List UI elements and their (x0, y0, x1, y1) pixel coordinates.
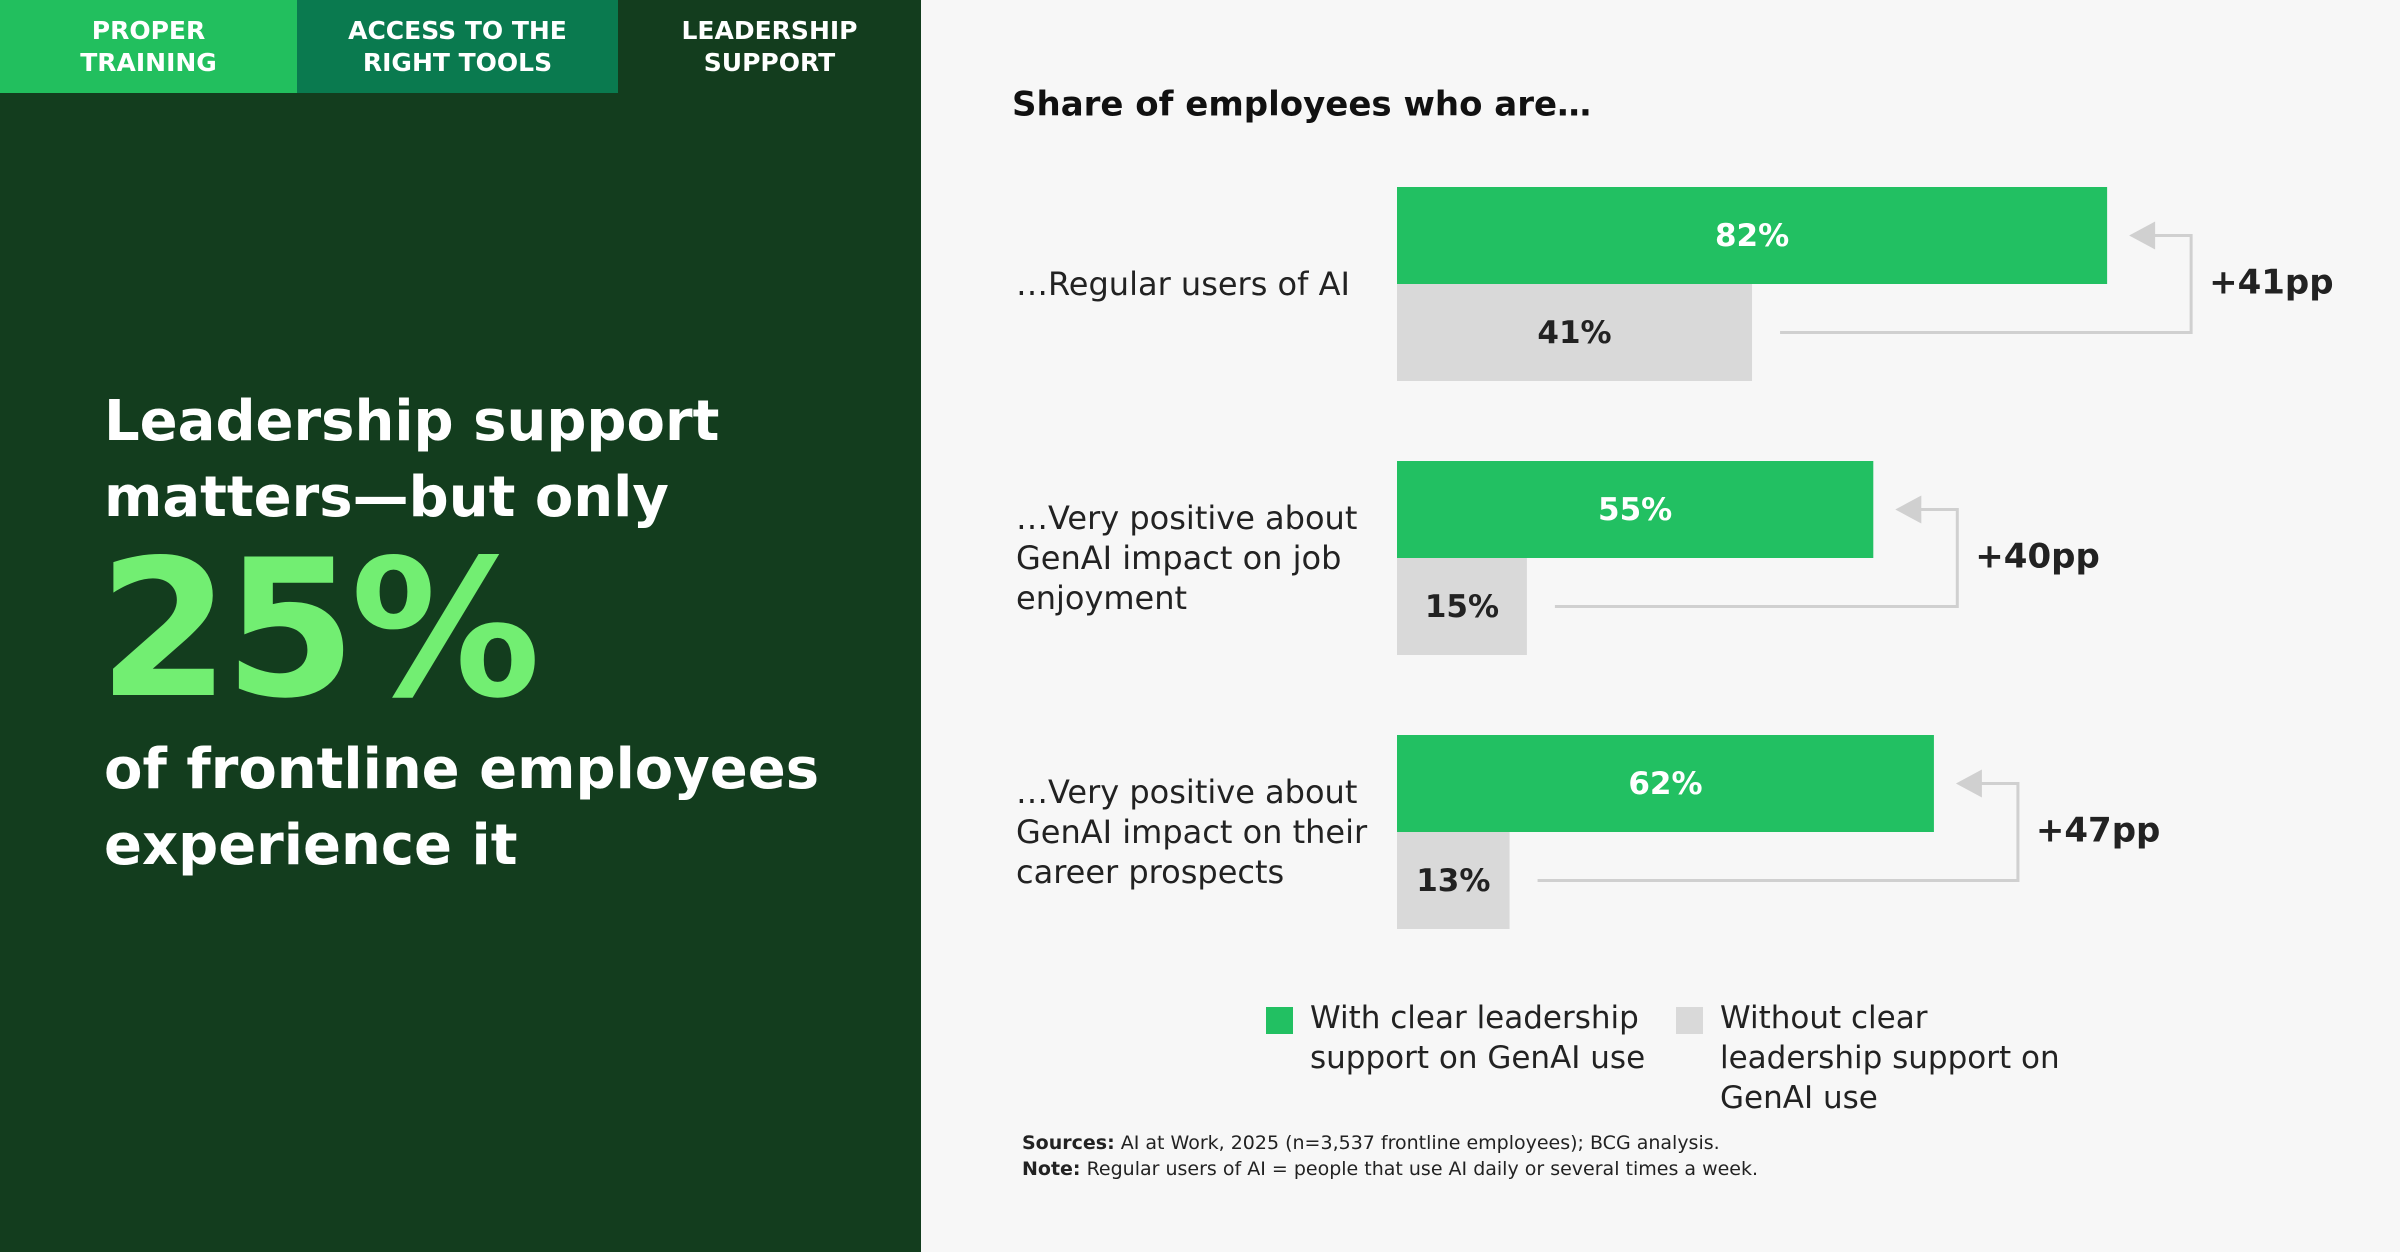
tab-label: PROPER (91, 15, 206, 45)
bar (1397, 735, 1934, 832)
footnote: Note: Regular users of AI = people that … (1022, 1158, 1758, 1180)
legend-swatch (1676, 1007, 1703, 1034)
value-label: 13% (1416, 863, 1490, 899)
category-label: …Very positive about GenAI impact on the… (1016, 773, 1368, 891)
chart-title: Share of employees who are… (1012, 85, 1591, 125)
footnote-label: Sources: (1022, 1132, 1115, 1154)
tab-label: SUPPORT (703, 47, 836, 77)
value-label: 41% (1537, 315, 1611, 351)
footnote-text: AI at Work, 2025 (n=3,537 frontline empl… (1120, 1132, 1720, 1154)
category-label: …Regular users of AI (1016, 265, 1350, 303)
bracket (1780, 234, 2193, 334)
tab-label: ACCESS TO THE (348, 15, 567, 45)
difference-label: +41pp (2209, 263, 2333, 303)
bar (1397, 284, 1753, 381)
tab[interactable]: LEADERSHIP SUPPORT (618, 0, 921, 93)
tab-label: TRAINING (80, 47, 217, 77)
bar (1397, 558, 1527, 655)
arrow-head (1895, 495, 1922, 524)
bar (1397, 187, 2108, 284)
headline: experience it (104, 813, 518, 878)
legend-label: Without clear leadership support on GenA… (1720, 1000, 2060, 1116)
headline: matters—but only (104, 465, 669, 530)
bracket (1537, 782, 2020, 882)
value-label: 15% (1425, 589, 1499, 625)
headline: of frontline employees (104, 737, 820, 802)
legend-swatch (1266, 1007, 1293, 1034)
tab-label: LEADERSHIP (681, 15, 858, 45)
headline: Leadership support (104, 389, 720, 454)
difference-label: +47pp (2036, 811, 2160, 851)
arrow-head (2129, 221, 2156, 250)
bar (1397, 461, 1874, 558)
value-label: 62% (1628, 766, 1702, 802)
legend-label: With clear leadership support on GenAI u… (1310, 1000, 1646, 1076)
value-label: 82% (1715, 218, 1789, 254)
tab[interactable]: ACCESS TO THE RIGHT TOOLS (297, 0, 618, 93)
tab-label: RIGHT TOOLS (362, 47, 553, 77)
bracket (1554, 508, 1959, 608)
difference-label: +40pp (1975, 537, 2099, 577)
footnote: Sources: AI at Work, 2025 (n=3,537 front… (1022, 1132, 1720, 1154)
footnote-label: Note: (1022, 1158, 1081, 1180)
left-panel: PROPER TRAINING ACCESS TO THE RIGHT TOOLS … (0, 0, 921, 1252)
tab[interactable]: PROPER TRAINING (0, 0, 297, 93)
value-label: 55% (1598, 492, 1672, 528)
bar (1397, 832, 1510, 929)
category-label: …Very positive about GenAI impact on job… (1016, 499, 1358, 617)
arrow-head (1955, 769, 1982, 798)
headline-stat: 25% (98, 519, 541, 740)
footnote-text: Regular users of AI = people that use AI… (1086, 1158, 1759, 1180)
